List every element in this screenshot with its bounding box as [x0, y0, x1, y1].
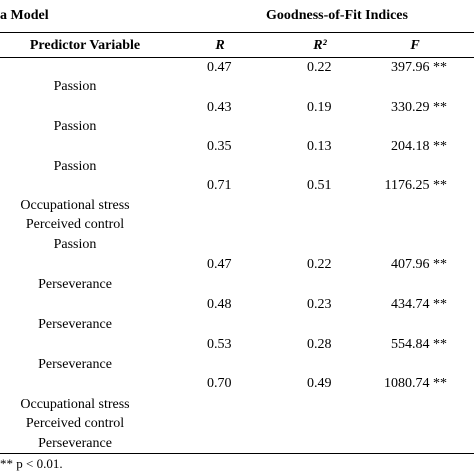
- r2-value: 0.22: [307, 60, 332, 75]
- f-value: 407.96 **: [391, 257, 447, 272]
- r-value: 0.47: [207, 60, 232, 75]
- f-value: 397.96 **: [391, 60, 447, 75]
- predictor-header: Predictor Variable: [29, 38, 141, 53]
- f-value: 1176.25 **: [384, 178, 447, 193]
- footnote: ** p < 0.01.: [0, 456, 63, 471]
- f-value: 434.74 **: [391, 297, 447, 312]
- r-header: R: [215, 38, 225, 53]
- predictor-label: Perseverance: [38, 436, 112, 451]
- f-value: 330.29 **: [391, 100, 447, 115]
- predictor-label: Passion: [53, 79, 97, 94]
- r2-value: 0.22: [307, 257, 332, 272]
- predictor-label: Perceived control: [25, 217, 125, 232]
- predictor-label: Occupational stress: [20, 198, 130, 213]
- r2-value: 0.13: [307, 139, 332, 154]
- r-value: 0.35: [207, 139, 232, 154]
- predictor-label: Perseverance: [38, 277, 112, 292]
- r2-header: R²: [313, 38, 327, 53]
- r2-value: 0.23: [307, 297, 332, 312]
- predictor-label: Passion: [53, 237, 97, 252]
- r-value: 0.43: [207, 100, 232, 115]
- gof-header: Goodness-of-Fit Indices: [266, 8, 408, 23]
- f-value: 204.18 **: [391, 139, 447, 154]
- bottom-rule: [0, 453, 474, 454]
- r-value: 0.70: [207, 376, 232, 391]
- predictor-label: Perseverance: [38, 357, 112, 372]
- r2-value: 0.19: [307, 100, 332, 115]
- header-divider: [0, 32, 474, 33]
- r-value: 0.47: [207, 257, 232, 272]
- predictor-label: Passion: [53, 119, 97, 134]
- predictor-label: Passion: [53, 159, 97, 174]
- r2-value: 0.28: [307, 337, 332, 352]
- r2-value: 0.51: [307, 178, 332, 193]
- r-value: 0.53: [207, 337, 232, 352]
- predictor-label: Perceived control: [25, 416, 125, 431]
- f-value: 554.84 **: [391, 337, 447, 352]
- f-header: F: [410, 38, 420, 53]
- r-value: 0.48: [207, 297, 232, 312]
- model-header: a Model: [0, 8, 49, 23]
- predictor-label: Perseverance: [38, 317, 112, 332]
- subheader-divider: [0, 57, 474, 58]
- r-value: 0.71: [207, 178, 232, 193]
- predictor-label: Occupational stress: [20, 397, 130, 412]
- f-value: 1080.74 **: [384, 376, 447, 391]
- r2-value: 0.49: [307, 376, 332, 391]
